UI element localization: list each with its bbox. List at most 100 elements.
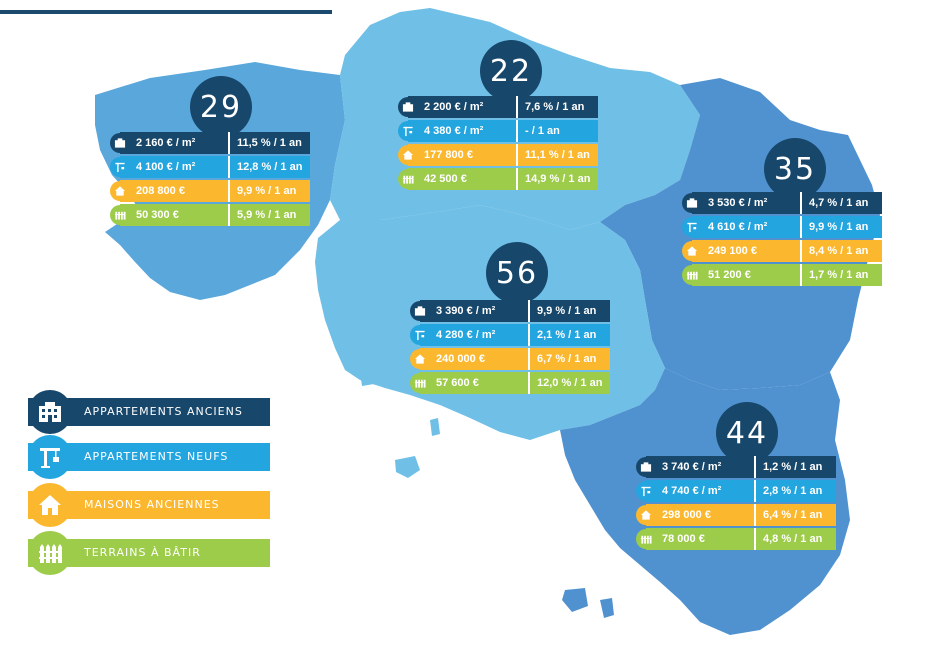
building-icon (398, 97, 418, 117)
price-value: 177 800 € (424, 149, 473, 161)
column-divider (800, 264, 802, 286)
price-value: 51 200 € (708, 269, 751, 281)
row-maisons-anciennes: 249 100 € 8,4 % / 1 an (682, 240, 882, 262)
change-value: 7,6 % / 1 an (525, 101, 585, 113)
change-value: 11,5 % / 1 an (237, 137, 302, 149)
change-value: 4,7 % / 1 an (809, 197, 869, 209)
fence-icon (28, 531, 72, 575)
region-56 (315, 205, 665, 440)
column-divider (800, 240, 802, 262)
price-value: 249 100 € (708, 245, 757, 257)
column-divider (228, 132, 230, 154)
change-value: 5,9 % / 1 an (237, 209, 297, 221)
row-appartements-neufs: 4 280 € / m² 2,1 % / 1 an (410, 324, 610, 346)
price-value: 42 500 € (424, 173, 467, 185)
building-icon (410, 301, 430, 321)
header-rule (0, 10, 332, 14)
legend-label: APPARTEMENTS NEUFS (84, 450, 229, 463)
crane-icon (398, 121, 418, 141)
house-icon (410, 349, 430, 369)
change-value: 14,9 % / 1 an (525, 173, 591, 185)
house-icon (110, 181, 130, 201)
price-value: 4 280 € / m² (436, 329, 496, 341)
column-divider (528, 300, 530, 322)
column-divider (528, 348, 530, 370)
row-appartements-neufs: 4 740 € / m² 2,8 % / 1 an (636, 480, 836, 502)
column-divider (516, 144, 518, 166)
row-appartements-anciens: 2 200 € / m² 7,6 % / 1 an (398, 96, 598, 118)
dept-badge: 56 (486, 242, 548, 304)
row-maisons-anciennes: 208 800 € 9,9 % / 1 an (110, 180, 310, 202)
dept-badge: 29 (190, 76, 252, 138)
row-terrains-a-batir: 51 200 € 1,7 % / 1 an (682, 264, 882, 286)
row-appartements-neufs: 4 100 € / m² 12,8 % / 1 an (110, 156, 310, 178)
column-divider (800, 192, 802, 214)
row-terrains-a-batir: 50 300 € 5,9 % / 1 an (110, 204, 310, 226)
building-icon (682, 193, 702, 213)
column-divider (516, 168, 518, 190)
building-icon (28, 390, 72, 434)
column-divider (528, 372, 530, 394)
row-appartements-neufs: 4 380 € / m² - / 1 an (398, 120, 598, 142)
price-value: 4 610 € / m² (708, 221, 768, 233)
column-divider (528, 324, 530, 346)
price-value: 4 380 € / m² (424, 125, 484, 137)
crane-icon (28, 435, 72, 479)
legend-item-terrains-a-batir: TERRAINS À BÂTIR (28, 531, 270, 575)
change-value: 6,4 % / 1 an (763, 509, 823, 521)
column-divider (228, 156, 230, 178)
price-value: 3 740 € / m² (662, 461, 722, 473)
crane-icon (682, 217, 702, 237)
column-divider (754, 504, 756, 526)
building-icon (110, 133, 130, 153)
row-terrains-a-batir: 78 000 € 4,8 % / 1 an (636, 528, 836, 550)
row-appartements-anciens: 3 530 € / m² 4,7 % / 1 an (682, 192, 882, 214)
price-value: 3 390 € / m² (436, 305, 496, 317)
fence-icon (398, 169, 418, 189)
fence-icon (682, 265, 702, 285)
row-maisons-anciennes: 298 000 € 6,4 % / 1 an (636, 504, 836, 526)
price-value: 4 100 € / m² (136, 161, 196, 173)
price-value: 50 300 € (136, 209, 179, 221)
change-value: 9,9 % / 1 an (809, 221, 869, 233)
change-value: 9,9 % / 1 an (537, 305, 597, 317)
price-value: 3 530 € / m² (708, 197, 768, 209)
house-icon (636, 505, 656, 525)
dept-badge: 35 (764, 138, 826, 200)
fence-icon (410, 373, 430, 393)
fence-icon (636, 529, 656, 549)
legend-item-appartements-anciens: APPARTEMENTS ANCIENS (28, 390, 270, 434)
column-divider (754, 456, 756, 478)
house-icon (28, 483, 72, 527)
change-value: 11,1 % / 1 an (525, 149, 590, 161)
price-value: 240 000 € (436, 353, 485, 365)
price-value: 208 800 € (136, 185, 185, 197)
column-divider (800, 216, 802, 238)
row-appartements-anciens: 3 740 € / m² 1,2 % / 1 an (636, 456, 836, 478)
change-value: 8,4 % / 1 an (809, 245, 869, 257)
row-terrains-a-batir: 57 600 € 12,0 % / 1 an (410, 372, 610, 394)
change-value: 4,8 % / 1 an (763, 533, 823, 545)
column-divider (754, 528, 756, 550)
change-value: 12,0 % / 1 an (537, 377, 603, 389)
fence-icon (110, 205, 130, 225)
price-value: 78 000 € (662, 533, 705, 545)
legend-label: MAISONS ANCIENNES (84, 498, 220, 511)
row-maisons-anciennes: 177 800 € 11,1 % / 1 an (398, 144, 598, 166)
row-maisons-anciennes: 240 000 € 6,7 % / 1 an (410, 348, 610, 370)
legend-label: TERRAINS À BÂTIR (84, 546, 201, 559)
row-appartements-anciens: 2 160 € / m² 11,5 % / 1 an (110, 132, 310, 154)
column-divider (228, 204, 230, 226)
legend-item-maisons-anciennes: MAISONS ANCIENNES (28, 483, 270, 527)
change-value: 12,8 % / 1 an (237, 161, 303, 173)
house-icon (682, 241, 702, 261)
house-icon (398, 145, 418, 165)
row-appartements-neufs: 4 610 € / m² 9,9 % / 1 an (682, 216, 882, 238)
change-value: 2,8 % / 1 an (763, 485, 823, 497)
column-divider (516, 120, 518, 142)
crane-icon (110, 157, 130, 177)
price-value: 2 200 € / m² (424, 101, 484, 113)
building-icon (636, 457, 656, 477)
change-value: - / 1 an (525, 125, 560, 137)
legend-item-appartements-neufs: APPARTEMENTS NEUFS (28, 435, 270, 479)
